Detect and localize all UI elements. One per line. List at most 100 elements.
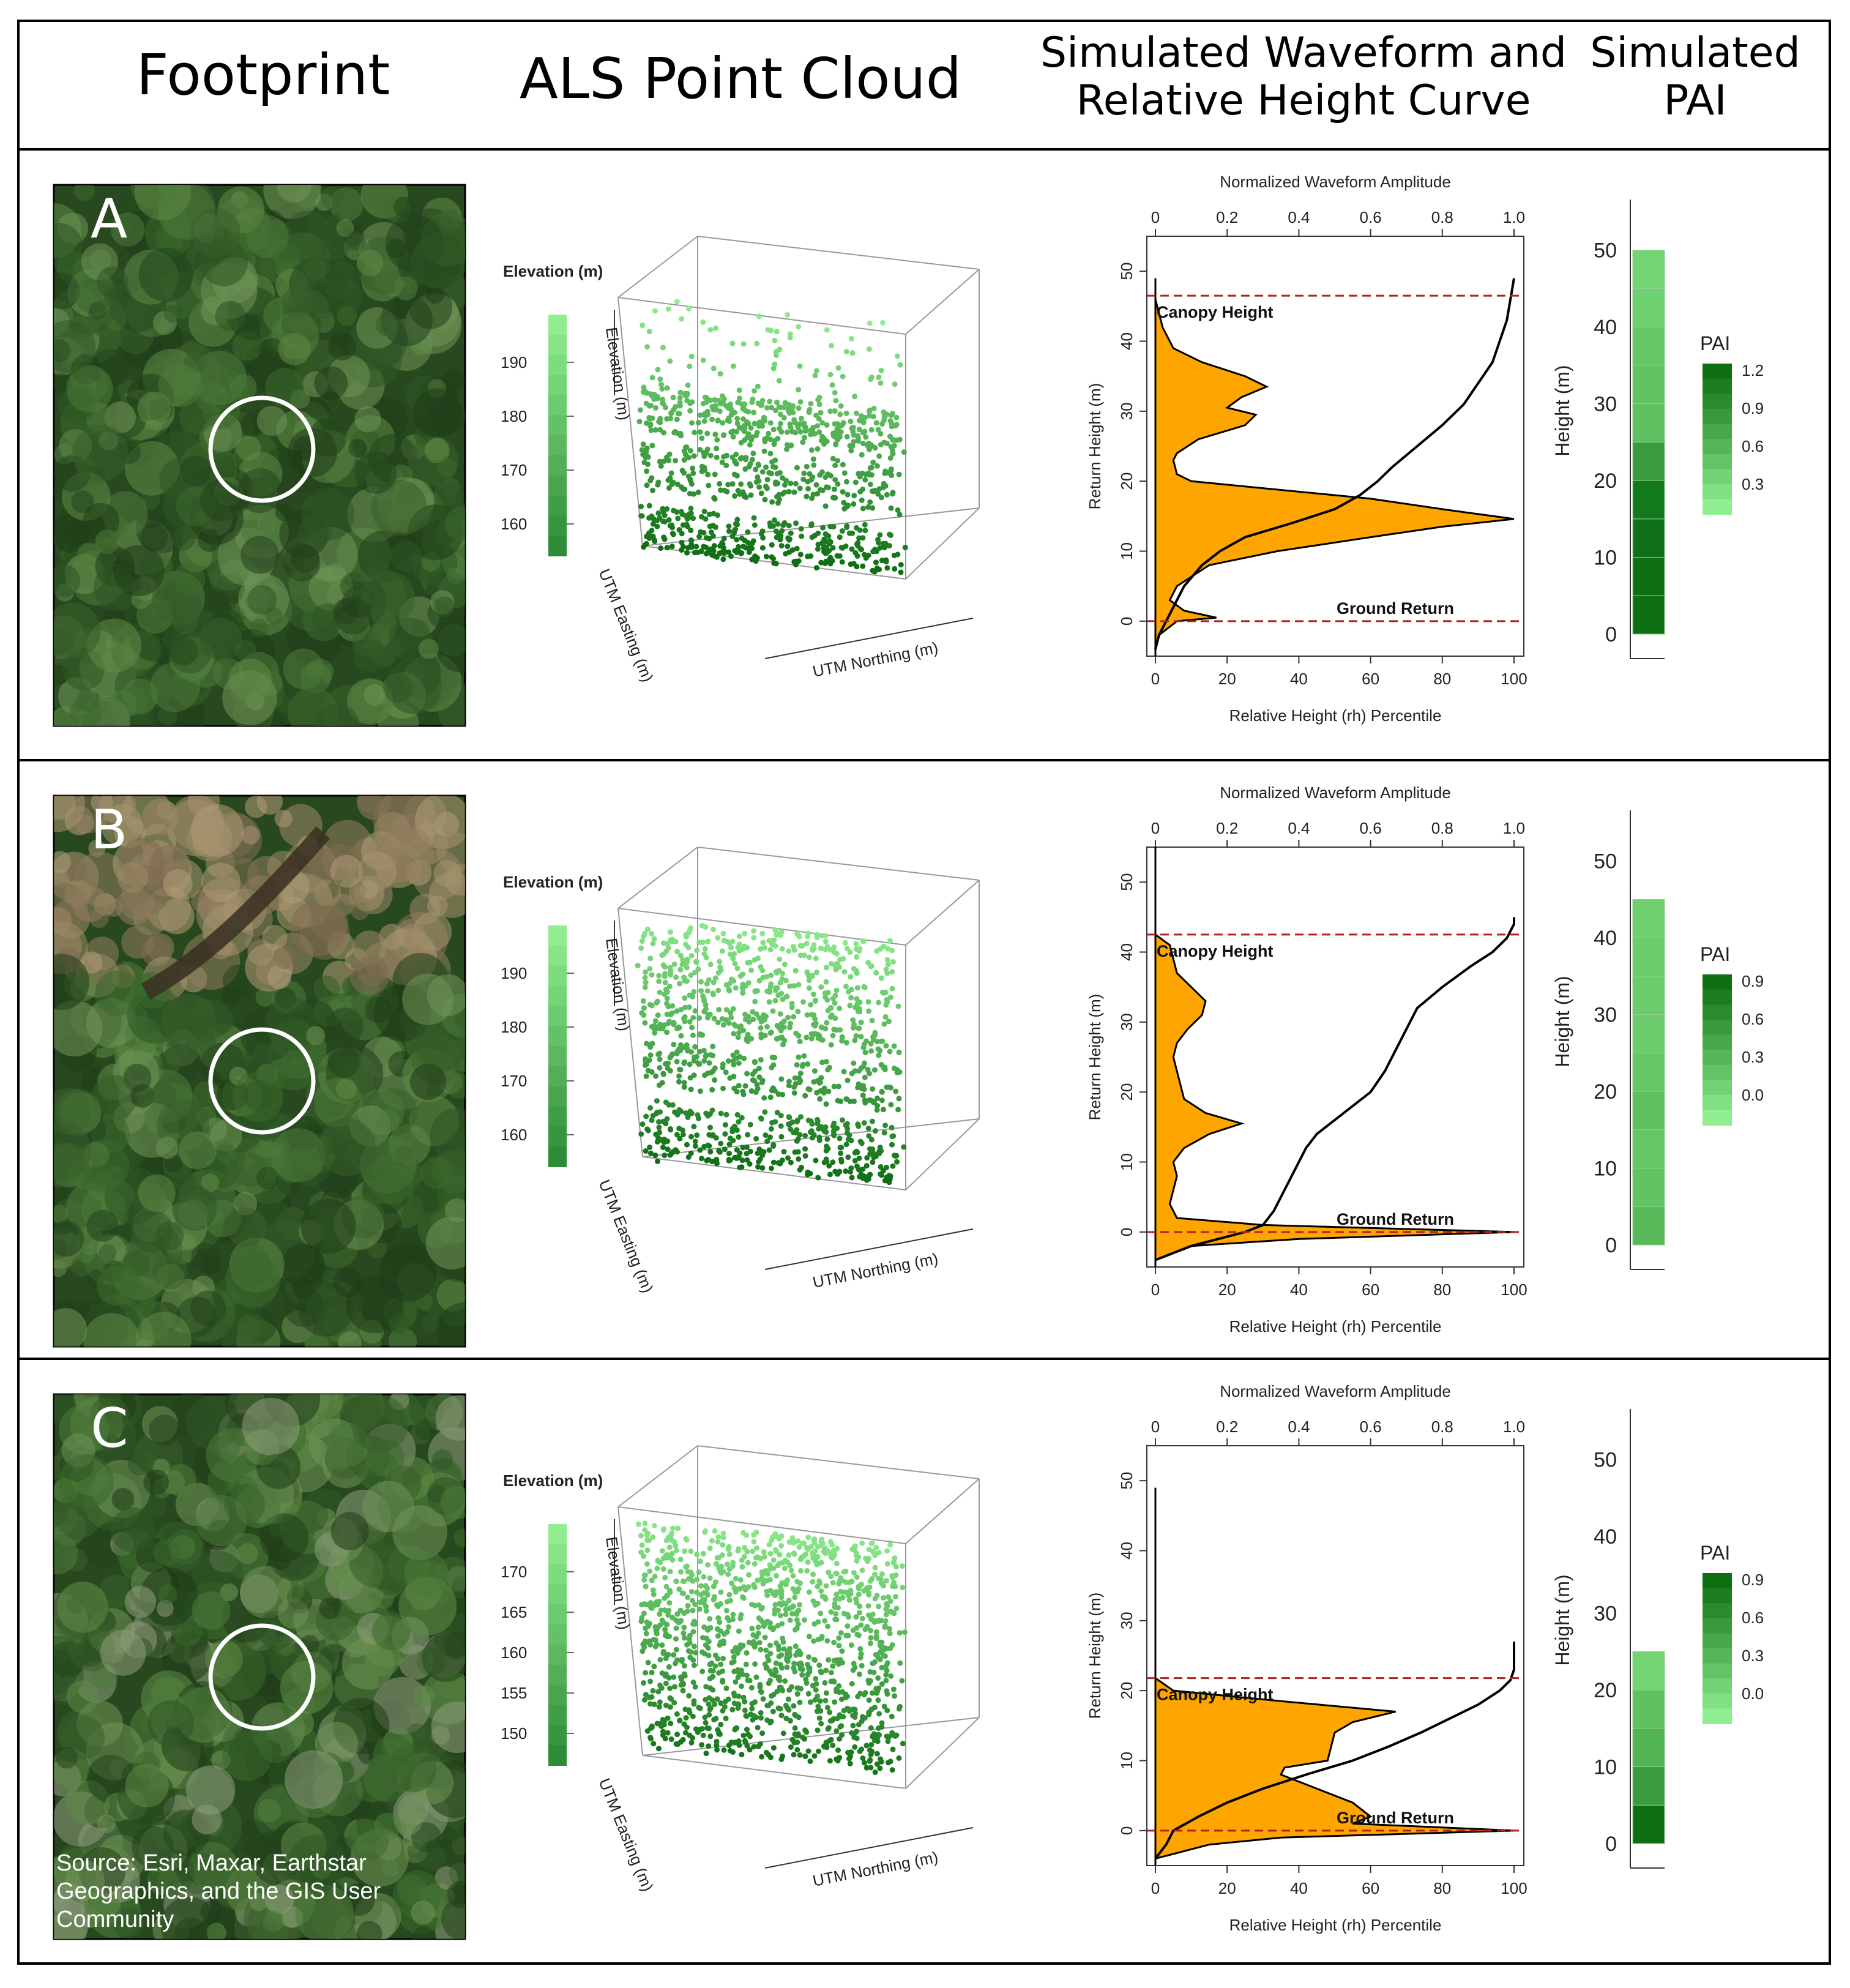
point-cloud-point	[752, 522, 758, 528]
point-cloud-point	[674, 1050, 680, 1056]
point-cloud-point	[877, 1650, 883, 1656]
point-cloud-point	[755, 1624, 761, 1631]
point-cloud-point	[887, 938, 893, 944]
point-cloud-point	[869, 1118, 875, 1124]
point-cloud-point	[882, 1623, 888, 1629]
point-cloud-point	[876, 1711, 882, 1717]
point-cloud-point	[838, 403, 844, 409]
elevation-tick-label: 160	[501, 1126, 527, 1144]
point-cloud-point	[813, 482, 819, 488]
point-cloud-point	[834, 1591, 840, 1597]
point-cloud-point	[811, 1068, 818, 1074]
bottom-tick-label: 100	[1501, 1879, 1527, 1897]
pai-bin	[1632, 1689, 1665, 1729]
point-cloud-point	[831, 944, 837, 950]
point-cloud-point	[837, 1027, 843, 1033]
point-cloud-point	[886, 1594, 892, 1600]
point-cloud-point	[674, 1657, 681, 1663]
point-cloud-point	[813, 970, 819, 976]
elevation-tick-label: 170	[501, 1072, 527, 1090]
point-cloud-point	[868, 1742, 875, 1748]
point-cloud-point	[702, 1072, 708, 1078]
point-cloud-point	[812, 373, 818, 379]
point-cloud-point	[827, 557, 833, 563]
point-cloud-point	[742, 1545, 748, 1551]
point-cloud-point	[862, 528, 868, 534]
point-cloud-point	[707, 1706, 713, 1713]
point-cloud-point	[679, 1045, 685, 1051]
point-cloud-point	[778, 1602, 785, 1608]
point-cloud-point	[805, 1172, 811, 1178]
point-cloud-point	[752, 1078, 758, 1084]
point-cloud-point	[752, 1699, 758, 1705]
point-cloud-point	[755, 1164, 761, 1170]
point-cloud-point	[868, 1616, 875, 1623]
point-cloud-point	[791, 947, 797, 953]
point-cloud-point	[794, 1747, 800, 1753]
point-cloud-point	[864, 443, 870, 449]
point-cloud-point	[781, 1566, 788, 1572]
point-cloud-point	[827, 1758, 833, 1764]
point-cloud-point	[639, 938, 645, 944]
point-cloud-point	[668, 971, 674, 977]
point-cloud-point	[701, 1009, 707, 1015]
point-cloud-point	[711, 992, 717, 998]
point-cloud-point	[823, 1148, 829, 1154]
point-cloud-point	[750, 450, 756, 457]
top-tick-label: 0	[1151, 208, 1160, 226]
point-cloud-point	[776, 1653, 782, 1659]
point-cloud-point	[756, 977, 763, 984]
point-cloud-point	[696, 1048, 703, 1055]
point-cloud-point	[884, 957, 890, 963]
point-cloud-point	[712, 975, 718, 981]
point-cloud-point	[808, 1118, 814, 1124]
point-cloud-point	[810, 992, 816, 998]
point-cloud-point	[884, 1688, 890, 1694]
point-cloud-point	[879, 1038, 886, 1044]
point-cloud-point	[719, 459, 725, 465]
point-cloud-point	[696, 534, 703, 540]
point-cloud-point	[749, 1706, 755, 1712]
point-cloud-point	[796, 387, 802, 393]
point-cloud-point	[860, 1166, 866, 1172]
point-cloud-point	[662, 979, 668, 985]
point-cloud-point	[650, 941, 656, 947]
point-cloud-point	[819, 1037, 826, 1043]
northing-axis-arrow	[764, 1827, 974, 1869]
header-waveform-line1: Simulated Waveform and	[1040, 29, 1567, 77]
point-cloud-point	[889, 1134, 895, 1140]
point-cloud-point	[676, 1107, 682, 1113]
point-cloud-point	[831, 1132, 837, 1138]
point-cloud-point	[893, 1564, 899, 1570]
point-cloud-point	[794, 465, 800, 471]
point-cloud-point	[869, 1017, 875, 1023]
point-cloud-point	[884, 1660, 890, 1666]
point-cloud-point	[846, 1597, 852, 1603]
point-cloud-point	[752, 957, 758, 963]
point-cloud-point	[682, 1014, 688, 1020]
y-tick-label: 10	[1117, 542, 1136, 560]
waveform-profile	[1154, 932, 1515, 1261]
point-cloud-point	[848, 561, 854, 567]
point-cloud-point	[860, 1755, 866, 1762]
point-cloud-point	[736, 1119, 742, 1125]
y-tick-label: 0	[1117, 1228, 1136, 1236]
point-cloud-point	[697, 1147, 703, 1153]
point-cloud-point	[723, 982, 729, 988]
point-cloud-point	[716, 1731, 722, 1737]
y-tick-label: 10	[1117, 1752, 1136, 1769]
point-cloud-point	[730, 955, 736, 962]
point-cloud-point	[647, 966, 653, 972]
top-axis-title: Normalized Waveform Amplitude	[1220, 1382, 1451, 1400]
point-cloud-point	[897, 1660, 903, 1666]
point-cloud-point	[781, 482, 788, 488]
point-cloud-point	[682, 452, 688, 458]
point-cloud-point	[742, 1011, 748, 1017]
top-tick-label: 0.2	[1216, 1418, 1238, 1436]
point-cloud-point	[751, 935, 757, 941]
point-cloud-point	[873, 1635, 879, 1642]
elevation-tick-label: 160	[501, 515, 527, 533]
point-cloud-point	[826, 1657, 832, 1663]
point-cloud-point	[865, 1603, 871, 1609]
point-cloud-point	[684, 397, 690, 403]
